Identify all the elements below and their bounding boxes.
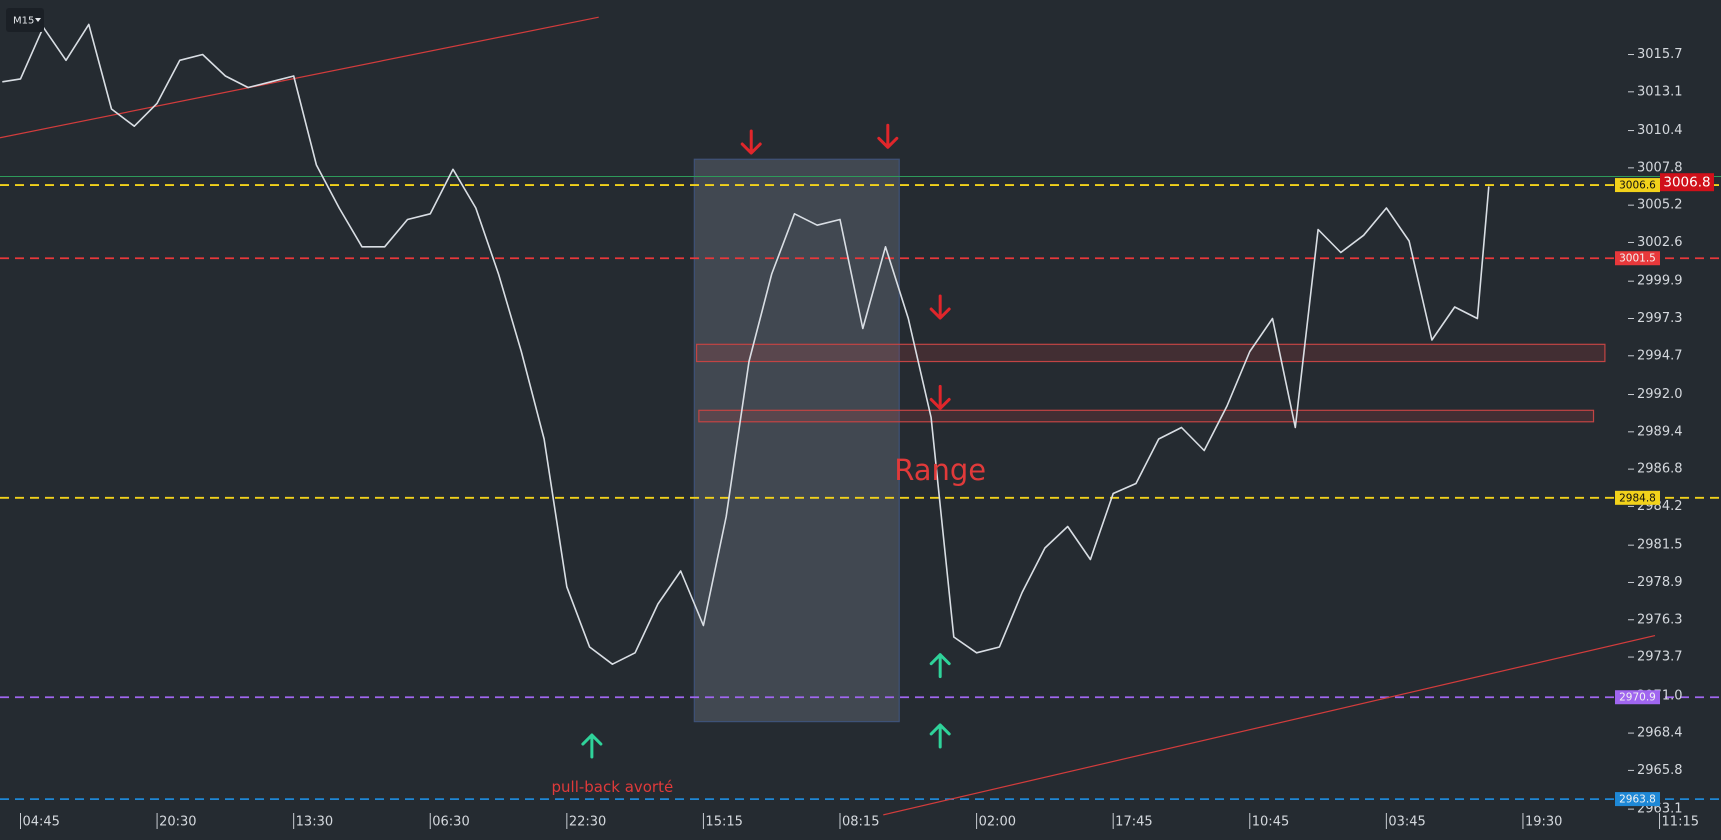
y-tick-label: 3005.2 [1637, 198, 1683, 213]
y-tick-label: 3013.1 [1637, 84, 1683, 99]
x-tick-label: 19:30 [1525, 815, 1562, 830]
annotation: pull-back avorté [552, 778, 674, 796]
signal-arrow [877, 123, 899, 149]
x-tick-label: 13:30 [296, 815, 333, 830]
level-tag [1615, 792, 1660, 807]
level-tag-label: 3006.6 [1619, 180, 1656, 192]
signal-arrow [929, 294, 951, 320]
timeframe-button[interactable]: M15 [6, 8, 44, 32]
x-tick-label: 22:30 [569, 815, 606, 830]
y-tick-label: 2981.5 [1637, 538, 1683, 553]
level-tag-label: 2984.8 [1619, 492, 1656, 504]
y-tick-label: 3010.4 [1637, 123, 1683, 138]
signal-arrow [740, 129, 762, 155]
x-tick-label: 10:45 [1252, 815, 1289, 830]
timeframe-caret [35, 18, 41, 22]
x-tick-label: 08:15 [842, 815, 879, 830]
y-tick-label: 2978.9 [1637, 575, 1683, 590]
signal-arrow [581, 733, 603, 759]
y-tick-label: 3007.8 [1637, 160, 1683, 175]
x-tick-label: 06:30 [432, 815, 469, 830]
signal-arrow [929, 653, 951, 679]
trendline [0, 16, 599, 139]
zone [695, 343, 1606, 363]
price-line [2, 23, 1490, 666]
signal-arrow [929, 723, 951, 749]
y-tick-label: 2999.9 [1637, 274, 1683, 289]
last-price-label: 3006.8 [1663, 175, 1710, 191]
x-tick-label: 20:30 [159, 815, 196, 830]
y-tick-label: 2989.4 [1637, 424, 1683, 439]
y-tick-label: 2992.0 [1637, 387, 1683, 402]
y-tick-label: 2976.3 [1637, 612, 1683, 627]
y-tick-label: 3015.7 [1637, 47, 1683, 62]
x-tick-label: 17:45 [1115, 815, 1152, 830]
level-tag-label: 3001.5 [1619, 253, 1656, 265]
timeframe-label: M15 [13, 16, 34, 27]
y-tick-label: 2986.8 [1637, 462, 1683, 477]
level-tag-label: 2970.9 [1619, 692, 1656, 704]
y-tick-label: 2973.7 [1637, 650, 1683, 665]
level-tag [1615, 690, 1660, 705]
x-tick-label: 02:00 [979, 815, 1016, 830]
timeframe-button-bg [6, 8, 44, 32]
y-tick-label: 2994.7 [1637, 348, 1683, 363]
trendline [883, 634, 1656, 816]
level-tag [1615, 178, 1660, 193]
y-tick-label: 2965.8 [1637, 763, 1683, 778]
x-tick-label: 04:45 [22, 815, 59, 830]
x-tick-label: 03:45 [1388, 815, 1425, 830]
x-tick-label: 11:15 [1662, 815, 1699, 830]
y-tick-label: 2997.3 [1637, 311, 1683, 326]
level-tag [1615, 490, 1660, 505]
last-price-tag [1660, 173, 1714, 192]
zone [698, 409, 1595, 423]
y-tick-label: 3002.6 [1637, 235, 1683, 250]
signal-arrow [929, 384, 951, 410]
annotation: Range [894, 453, 986, 487]
x-tick-label: 15:15 [705, 815, 742, 830]
level-tag [1615, 251, 1660, 266]
zone [693, 158, 900, 723]
y-tick-label: 2968.4 [1637, 726, 1683, 741]
level-tag-label: 2963.8 [1619, 794, 1656, 806]
